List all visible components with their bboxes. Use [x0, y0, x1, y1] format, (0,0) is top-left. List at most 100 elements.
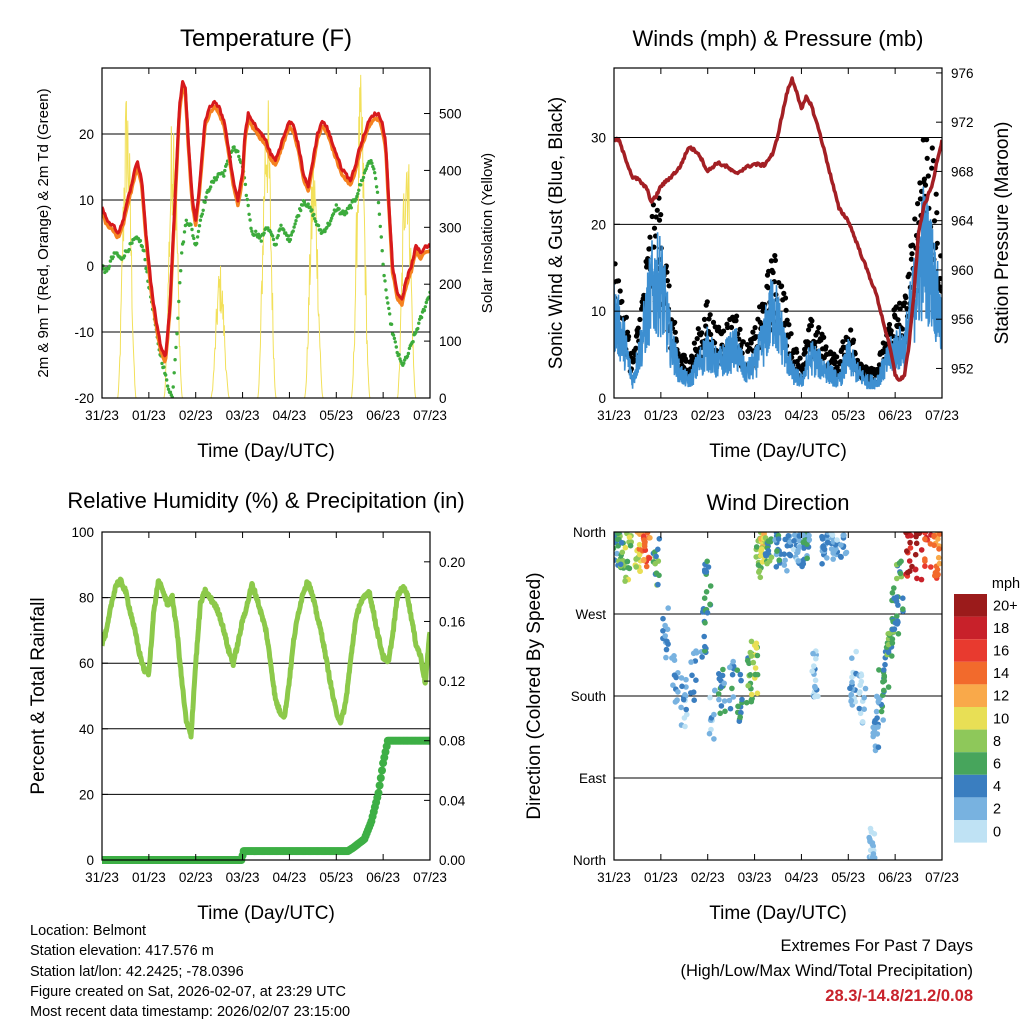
direction-series	[614, 532, 942, 860]
gust-point	[788, 331, 794, 337]
direction-point	[683, 676, 689, 683]
gust-point	[930, 158, 937, 164]
gust-point	[637, 316, 643, 323]
dewpoint-point	[262, 231, 266, 235]
direction-point	[834, 537, 840, 543]
gust-point	[909, 251, 915, 257]
dewpoint-point	[222, 174, 226, 178]
extremes-summary: Extremes For Past 7 Days (High/Low/Max W…	[680, 934, 973, 1009]
gust-point	[617, 288, 623, 294]
dewpoint-point	[180, 251, 184, 255]
direction-point	[907, 545, 914, 551]
rainfall-point	[374, 788, 383, 797]
direction-point	[693, 677, 699, 683]
direction-point	[886, 630, 893, 637]
dewpoint-point	[359, 183, 363, 187]
dewpoint-point	[170, 395, 174, 398]
x-tick-label: 03/23	[226, 408, 260, 423]
dewpoint-point	[391, 333, 396, 337]
dewpoint-point	[387, 306, 391, 311]
gust-point	[929, 165, 935, 171]
gust-point	[624, 329, 631, 335]
direction-point	[660, 615, 666, 622]
gust-point	[897, 306, 903, 312]
y-right-tick-label: 200	[439, 277, 462, 292]
y-right-tick-label: 972	[951, 115, 974, 130]
gust-point	[848, 327, 854, 333]
direction-point	[644, 532, 651, 536]
x-axis-title: Time (Day/UTC)	[197, 441, 335, 462]
temp-9m-line	[102, 83, 430, 364]
direction-point	[745, 682, 751, 689]
direction-point	[800, 561, 807, 567]
dewpoint-point	[416, 326, 420, 331]
x-tick-label: 04/23	[273, 870, 307, 885]
dewpoint-point	[325, 225, 329, 230]
dewpoint-point	[144, 266, 148, 271]
dewpoint-point	[372, 167, 376, 171]
y-right-tick-label: 0.08	[439, 734, 465, 749]
gust-point	[912, 216, 918, 222]
dewpoint-point	[201, 208, 205, 212]
direction-point	[867, 825, 874, 832]
direction-point	[646, 555, 653, 561]
dewpoint-point	[388, 312, 392, 316]
colorbar-swatch	[954, 616, 987, 640]
direction-point	[711, 711, 717, 718]
relative-humidity-line	[102, 576, 430, 740]
dewpoint-point	[386, 301, 390, 305]
direction-point	[936, 546, 942, 552]
x-tick-label: 03/23	[738, 408, 772, 423]
direction-point	[809, 668, 815, 674]
dewpoint-point	[122, 254, 127, 258]
dewpoint-point	[310, 208, 314, 212]
x-tick-label: 02/23	[179, 408, 213, 423]
dewpoint-point	[370, 161, 374, 165]
direction-point	[922, 532, 928, 536]
direction-point	[738, 677, 744, 684]
dewpoint-point	[223, 168, 227, 173]
direction-point	[750, 659, 757, 666]
gust-point	[694, 336, 700, 342]
gust-point	[752, 325, 758, 331]
y-right-tick-label: 0.16	[439, 614, 465, 629]
gust-point	[934, 240, 940, 246]
temperature-panel: Temperature (F) 31/23 01/23 02/23 03/23 04/23…	[35, 25, 496, 462]
colorbar-swatch	[954, 684, 987, 707]
dewpoint-point	[160, 361, 164, 366]
dewpoint-point	[196, 229, 201, 234]
dewpoint-point	[138, 239, 143, 243]
direction-point	[857, 710, 864, 717]
direction-point	[912, 551, 919, 558]
x-tick-label: 07/23	[925, 870, 959, 885]
direction-point	[664, 638, 670, 645]
dewpoint-point	[392, 336, 397, 341]
dewpoint-point	[236, 149, 240, 154]
y-right-tick-label: 960	[951, 263, 974, 278]
dewpoint-point	[291, 229, 295, 233]
direction-point	[775, 536, 782, 542]
direction-point	[662, 633, 668, 639]
dewpoint-point	[313, 217, 317, 221]
rainfall-point	[378, 766, 386, 775]
x-tick-label: 07/23	[413, 870, 447, 885]
direction-point	[717, 710, 723, 717]
direction-point	[896, 560, 903, 566]
gust-point	[903, 295, 909, 301]
direction-point	[693, 648, 699, 654]
dewpoint-point	[214, 178, 218, 182]
direction-point	[647, 535, 653, 541]
x-tick-label: 05/23	[319, 870, 353, 885]
dewpoint-point	[379, 235, 383, 239]
direction-point	[893, 594, 900, 600]
dewpoint-point	[407, 346, 412, 351]
dewpoint-point	[176, 316, 180, 320]
dewpoint-point	[393, 340, 397, 344]
direction-point	[918, 547, 925, 553]
dewpoint-point	[405, 354, 410, 358]
dewpoint-point	[249, 226, 253, 230]
direction-point	[811, 663, 817, 669]
gust-point	[939, 288, 942, 294]
gust-point	[699, 330, 705, 336]
